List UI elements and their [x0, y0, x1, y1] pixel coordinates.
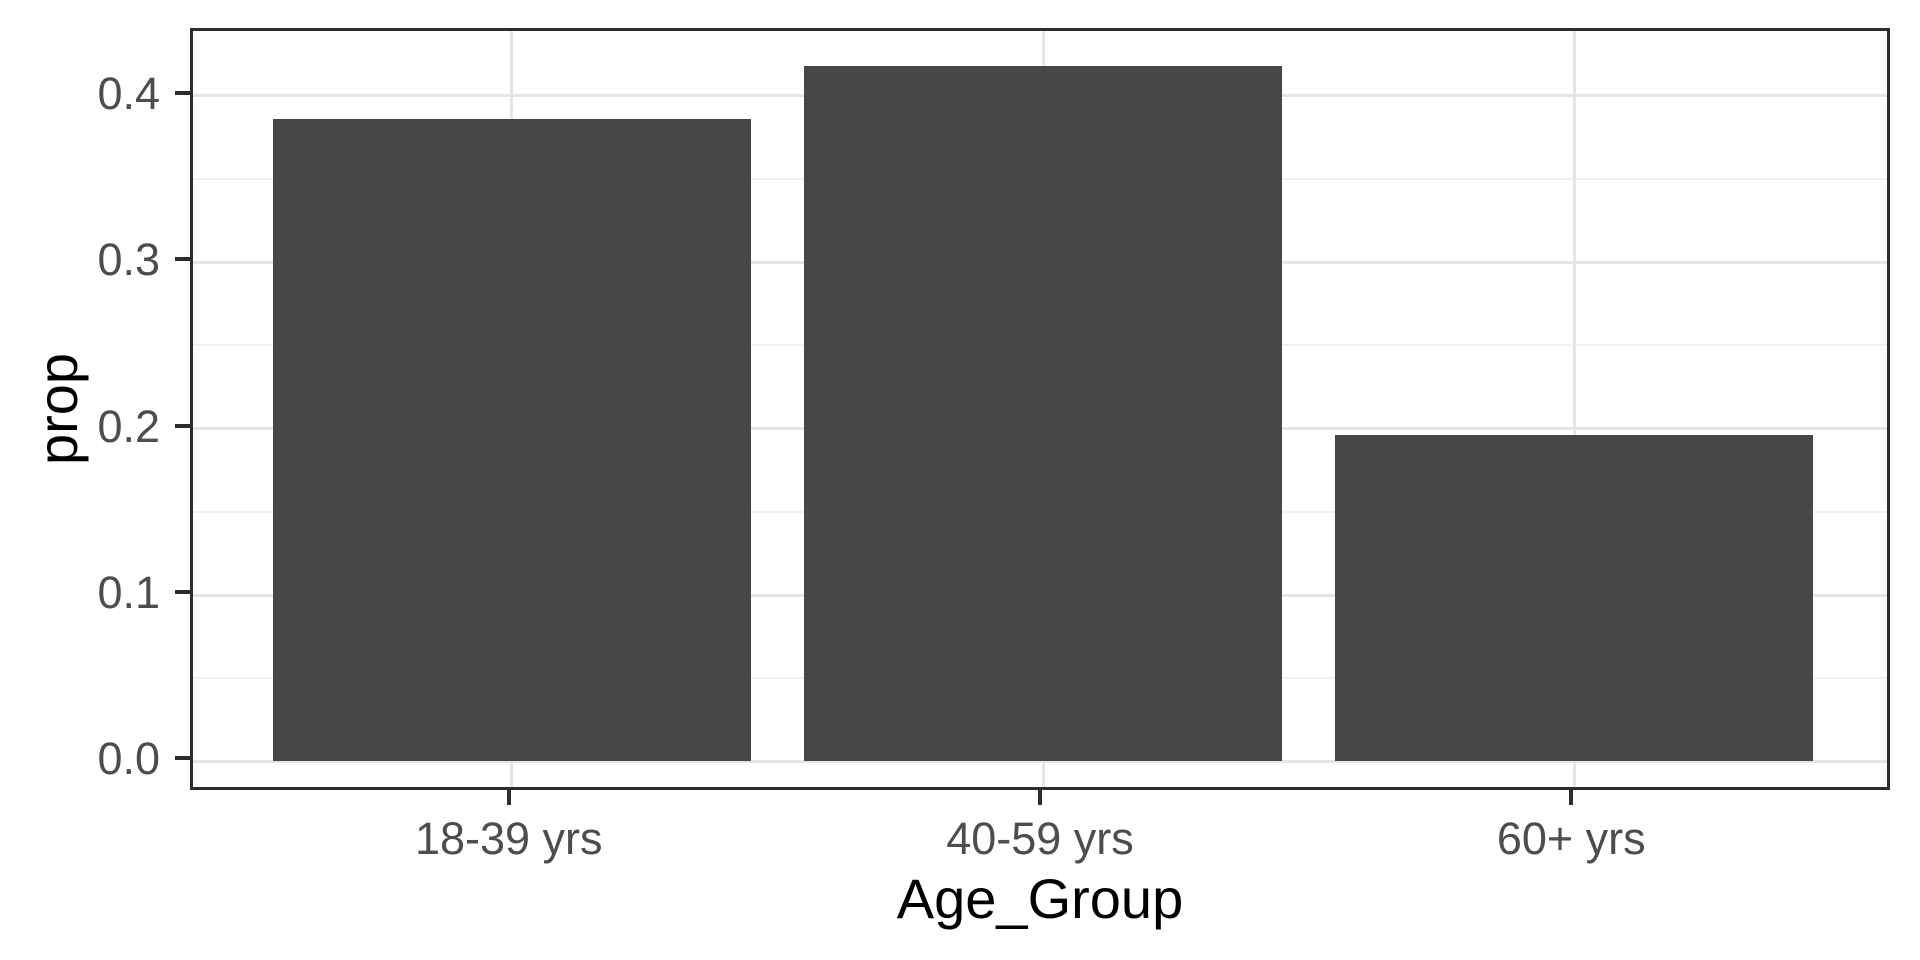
y-axis-tick-label: 0.3 — [97, 234, 160, 286]
y-axis-tick-mark — [175, 423, 190, 428]
y-axis-tick-mark — [175, 90, 190, 95]
gridline-major-horizontal — [193, 759, 1887, 763]
x-axis-tick-label: 60+ yrs — [1496, 813, 1646, 864]
y-axis-tick-mark — [175, 756, 190, 761]
y-axis-tick-label: 0.4 — [97, 67, 160, 119]
bar — [803, 65, 1283, 762]
y-axis-tick-mark — [175, 257, 190, 262]
y-axis-title: prop — [26, 352, 90, 466]
y-axis-tick-mark — [175, 590, 190, 594]
y-axis-tick-label: 0.2 — [97, 400, 160, 452]
x-axis-tick-mark — [1569, 790, 1574, 805]
x-axis-tick-mark — [1038, 790, 1042, 805]
y-axis-tick-label: 0.0 — [97, 733, 160, 785]
gridline-major-vertical — [1572, 31, 1576, 787]
bar — [272, 119, 751, 762]
y-axis-tick-label: 0.1 — [97, 567, 160, 618]
bar — [1335, 435, 1814, 762]
plot-panel — [190, 28, 1890, 790]
x-axis-title: Age_Group — [896, 867, 1184, 930]
x-axis-tick-label: 40-59 yrs — [946, 813, 1134, 864]
x-axis-tick-label: 18-39 yrs — [414, 813, 603, 864]
x-axis-tick-mark — [506, 790, 511, 805]
